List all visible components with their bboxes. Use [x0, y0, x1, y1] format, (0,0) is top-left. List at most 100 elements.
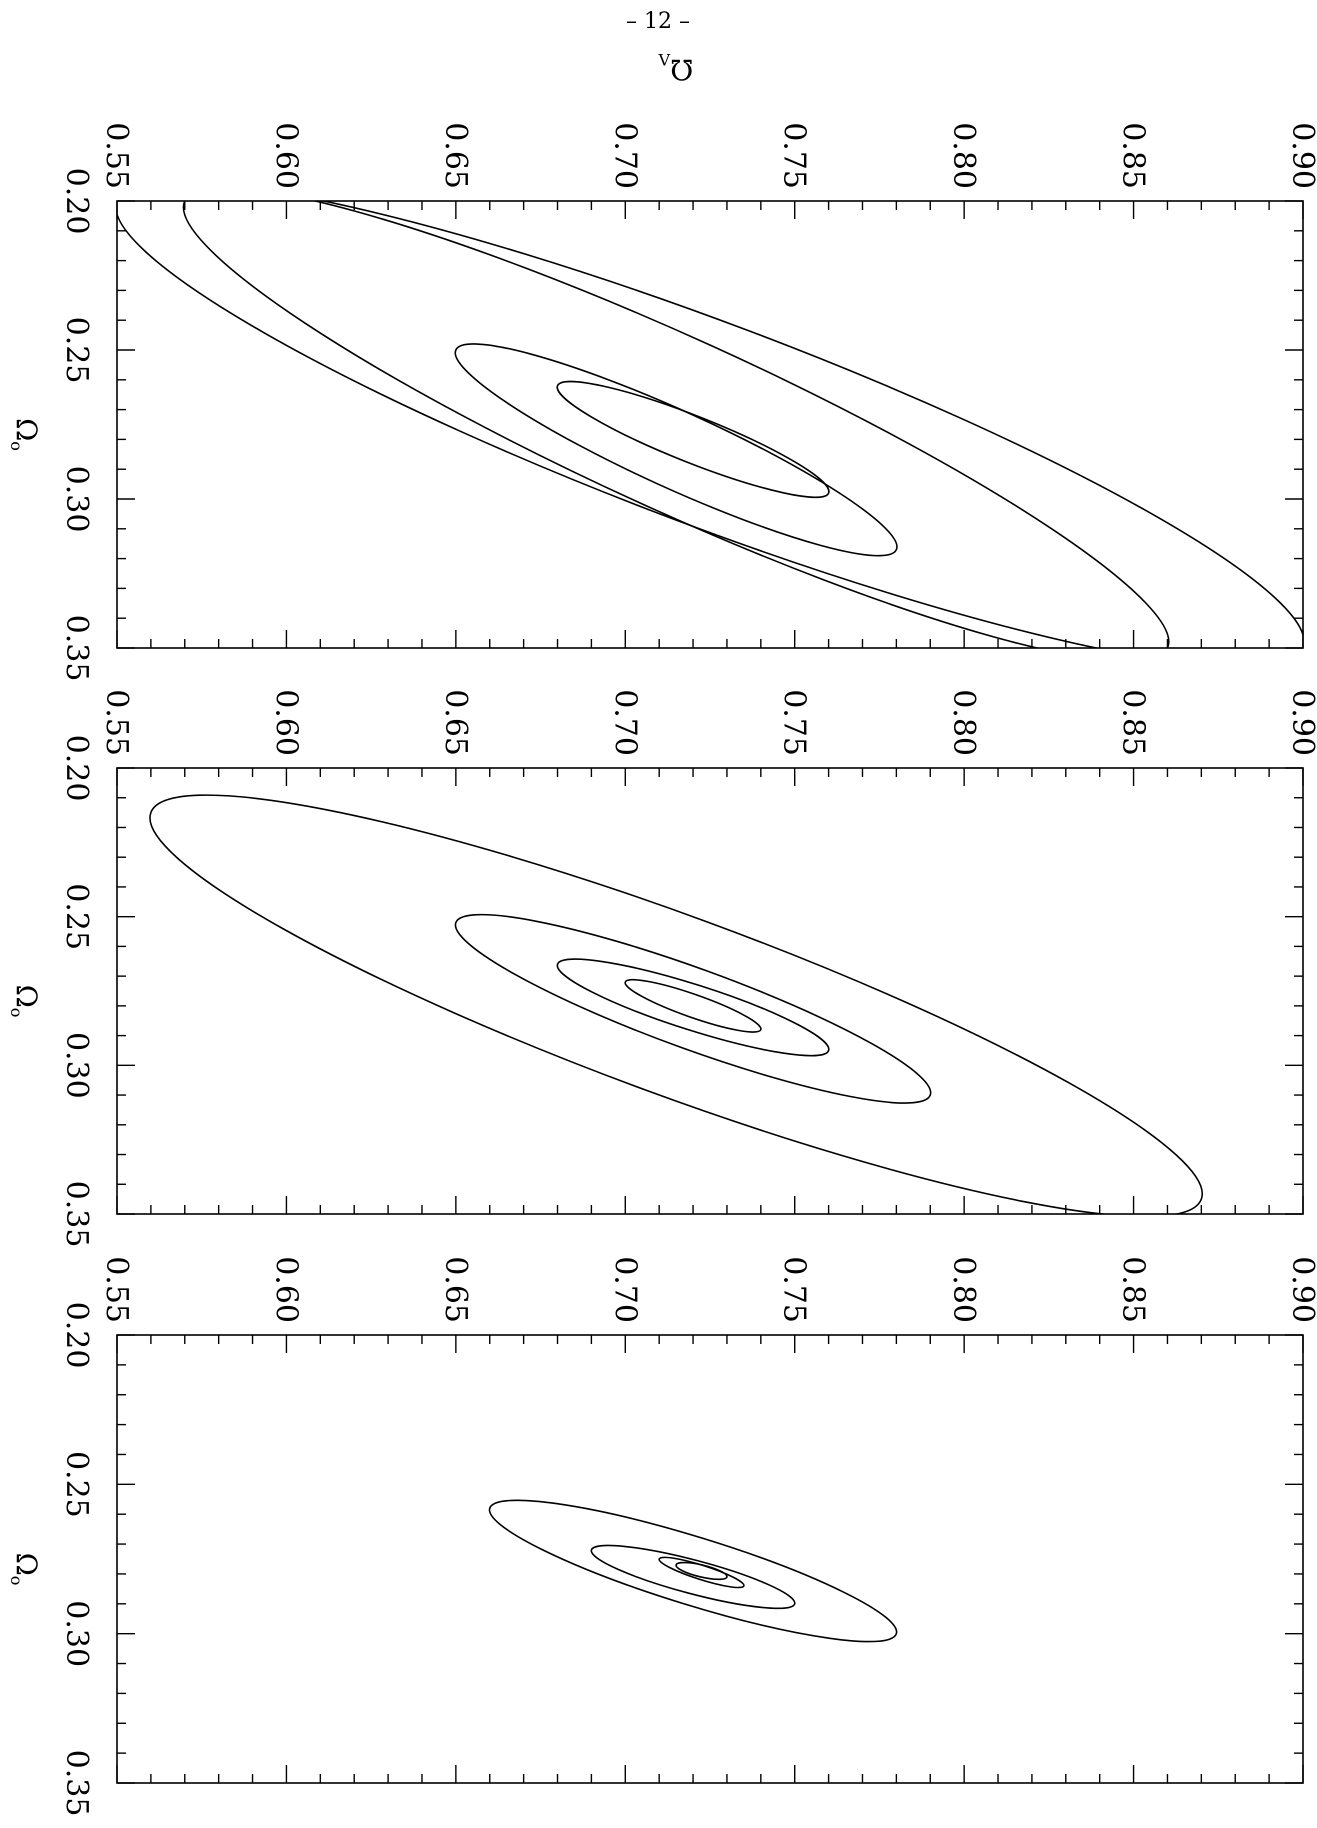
omega-lambda-tick-label: 0.80 [946, 122, 981, 189]
omega-lambda-tick-label: 0.55 [99, 689, 134, 756]
panel-top: 0.55 0.60 0.65 0.70 0.75 0.80 0.85 0.90 0.20 0.25… [7, 122, 1317, 682]
omega-lambda-tick-label: 0.80 [946, 1256, 981, 1323]
confidence-contour-1 [624, 978, 762, 1033]
axis-label-text: Ωo [7, 985, 43, 1018]
tick-label-text: 0.35 [59, 615, 94, 682]
omega-lambda-tick-label: 0.85 [1116, 122, 1151, 189]
panel-frame [116, 767, 1304, 1215]
tick-label-text: 0.30 [59, 1032, 94, 1099]
tick-label-text: 0.60 [268, 1256, 303, 1323]
confidence-contour-3 [454, 913, 932, 1104]
top-axis-label-text: ΩΛ [658, 50, 693, 86]
omega-0-tick-label: 0.20 [59, 168, 94, 235]
tick-label-text: 0.30 [59, 1600, 94, 1667]
omega-0-axis-label: Ωo [7, 985, 43, 1018]
omega-0-tick-label: 0.25 [59, 317, 94, 384]
axis-label-text: Ωo [7, 1553, 43, 1586]
tick-label-text: 0.75 [777, 1256, 812, 1323]
omega-lambda-tick-label: 0.60 [268, 122, 303, 189]
omega-0-tick-label: 0.20 [59, 1302, 94, 1369]
tick-label-text: 0.90 [1285, 1256, 1317, 1323]
tick-label-text: 0.60 [268, 689, 303, 756]
omega-0-tick-label: 0.30 [59, 466, 94, 533]
confidence-contour-2 [556, 958, 830, 1057]
omega-lambda-tick-label: 0.75 [777, 689, 812, 756]
tick-label-text: 0.55 [99, 689, 134, 756]
omega-lambda-tick-label: 0.75 [777, 122, 812, 189]
confidence-contour-3 [590, 1544, 796, 1610]
tick-label-text: 0.70 [607, 122, 642, 189]
tick-label-text: 0.85 [1116, 689, 1151, 756]
tick-label-text: 0.60 [268, 122, 303, 189]
tick-label-text: 0.20 [59, 735, 94, 802]
top-axis-label: ΩΛ [658, 50, 693, 86]
tick-label-text: 0.80 [946, 1256, 981, 1323]
omega-lambda-tick-label: 0.85 [1116, 689, 1151, 756]
tick-label-text: 0.75 [777, 689, 812, 756]
confidence-contour-4 [149, 794, 1204, 1214]
confidence-contour-4 [117, 201, 1303, 648]
tick-label-text: 0.35 [59, 1750, 94, 1817]
omega-0-tick-label: 0.25 [59, 1451, 94, 1518]
omega-lambda-tick-label: 0.55 [99, 122, 134, 189]
omega-0-tick-label: 0.20 [59, 735, 94, 802]
tick-label-text: 0.80 [946, 689, 981, 756]
omega-lambda-tick-label: 0.65 [438, 1256, 473, 1323]
tick-label-text: 0.70 [607, 689, 642, 756]
tick-label-text: 0.25 [59, 1451, 94, 1518]
omega-lambda-tick-label: 0.80 [946, 689, 981, 756]
tick-label-text: 0.75 [777, 122, 812, 189]
omega-lambda-tick-label: 0.65 [438, 689, 473, 756]
confidence-contour-2 [658, 1556, 745, 1589]
confidence-contour-3 [182, 201, 1170, 648]
panel-bottom: 0.55 0.60 0.65 0.70 0.75 0.80 0.85 0.90 0.20 0.25… [7, 1256, 1317, 1816]
contours [149, 794, 1204, 1214]
omega-lambda-tick-label: 0.90 [1285, 689, 1317, 756]
omega-lambda-tick-label: 0.60 [268, 689, 303, 756]
omega-0-axis-label: Ωo [7, 1553, 43, 1586]
omega-lambda-tick-label: 0.70 [607, 1256, 642, 1323]
omega-0-tick-label: 0.30 [59, 1600, 94, 1667]
tick-label-text: 0.25 [59, 883, 94, 950]
confidence-contour-2 [454, 343, 898, 557]
tick-label-text: 0.90 [1285, 122, 1317, 189]
panels: 0.55 0.60 0.65 0.70 0.75 0.80 0.85 0.90 0.20 0.25… [7, 122, 1317, 1816]
omega-lambda-tick-label: 0.70 [607, 122, 642, 189]
tick-label-text: 0.55 [99, 122, 134, 189]
tick-label-text: 0.85 [1116, 1256, 1151, 1323]
contours [117, 201, 1303, 648]
omega-0-axis-label: Ωo [7, 418, 43, 451]
omega-0-tick-label: 0.30 [59, 1032, 94, 1099]
panel-middle: 0.55 0.60 0.65 0.70 0.75 0.80 0.85 0.90 0.20 0.25… [7, 689, 1317, 1248]
tick-label-text: 0.65 [438, 1256, 473, 1323]
omega-lambda-tick-label: 0.55 [99, 1256, 134, 1323]
confidence-contour-4 [488, 1499, 898, 1643]
omega-lambda-tick-label: 0.75 [777, 1256, 812, 1323]
tick-label-text: 0.55 [99, 1256, 134, 1323]
tick-label-text: 0.85 [1116, 122, 1151, 189]
tick-label-text: 0.20 [59, 168, 94, 235]
omega-lambda-tick-label: 0.85 [1116, 1256, 1151, 1323]
tick-label-text: 0.30 [59, 466, 94, 533]
panel-frame [116, 1334, 1304, 1784]
omega-0-tick-label: 0.35 [59, 615, 94, 682]
omega-0-tick-label: 0.35 [59, 1750, 94, 1817]
omega-0-tick-label: 0.25 [59, 883, 94, 950]
tick-label-text: 0.20 [59, 1302, 94, 1369]
tick-label-text: 0.65 [438, 122, 473, 189]
page-number: – 12 – [626, 9, 690, 34]
panel-frame [116, 200, 1304, 649]
omega-lambda-tick-label: 0.70 [607, 689, 642, 756]
confidence-contour-1 [556, 380, 830, 499]
tick-label-text: 0.65 [438, 689, 473, 756]
tick-label-text: 0.35 [59, 1181, 94, 1248]
page-number-text: – 12 – [626, 9, 690, 34]
omega-lambda-tick-label: 0.90 [1285, 122, 1317, 189]
omega-0-tick-label: 0.35 [59, 1181, 94, 1248]
tick-label-text: 0.25 [59, 317, 94, 384]
contours [488, 1499, 898, 1643]
axis-label-text: Ωo [7, 418, 43, 451]
tick-label-text: 0.90 [1285, 689, 1317, 756]
